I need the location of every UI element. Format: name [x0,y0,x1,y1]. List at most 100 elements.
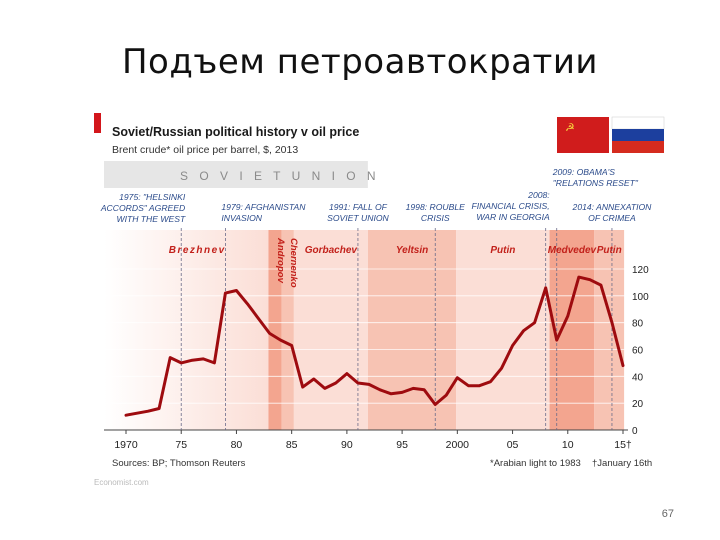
era-band [293,230,368,430]
y-tick-label: 20 [632,399,644,410]
event-label: 1998: ROUBLE [406,202,466,212]
event-label: 1979: AFGHANISTAN [221,202,306,212]
data-point [301,386,304,388]
event-label: 2008: [527,190,550,200]
event-label: "RELATIONS RESET" [553,178,639,188]
data-point [600,284,602,286]
data-point [268,332,271,335]
data-point [555,339,558,341]
data-point [125,414,127,417]
data-point [312,378,315,380]
data-point [335,382,337,384]
leader-label: Chernenko [288,238,299,288]
x-tick-label: 15† [614,439,632,451]
data-point [379,388,381,391]
y-tick-label: 120 [632,265,649,276]
era-band [594,230,625,430]
x-tick-label: 1970 [114,439,138,451]
soviet-union-label: S O V I E T U N I O N [180,169,380,183]
data-point [533,321,536,324]
event-label: OF CRIMEA [588,213,636,223]
x-tick-label: 05 [507,439,519,451]
event-label: ACCORDS" AGREED [100,203,185,213]
data-point [357,382,359,384]
y-tick-label: 80 [632,319,644,330]
x-tick-label: 2000 [446,439,470,451]
y-tick-label: 100 [632,292,649,303]
data-point [401,391,403,394]
event-label: WITH THE WEST [116,214,185,224]
leader-label: Gorbachev [305,245,359,256]
data-point [622,364,624,367]
x-tick-label: 10 [562,439,574,451]
y-tick-label: 40 [632,372,644,383]
leader-label: Brezhnev [169,245,226,256]
page-number: 67 [661,508,674,520]
chart-source: Sources: BP; Thomson Reuters [112,458,246,469]
data-point [500,367,503,370]
data-point [489,380,492,383]
x-tick-label: 80 [231,439,243,451]
era-band [281,230,294,430]
soviet-union-band [104,161,368,188]
data-point [224,292,227,294]
chart-date-note: †January 16th [592,458,652,469]
data-point [478,384,481,387]
x-tick-label: 75 [175,439,187,451]
chart-series [124,275,625,417]
data-point [511,344,514,347]
leader-label: Andropov [275,237,286,284]
x-tick-label: 85 [286,439,298,451]
data-point [324,387,326,390]
data-point [169,356,171,359]
data-point [279,339,282,341]
event-label: INVASION [221,213,262,223]
event-label: FINANCIAL CRISIS, [472,201,550,211]
data-point [423,388,426,391]
slide-title: Подъем петроавтократии [121,42,599,82]
data-point [202,358,205,360]
chart-gridlines [104,228,628,434]
soviet-flag-icon: ☭ [557,117,609,153]
era-band [549,230,595,430]
data-point [445,394,448,396]
event-label: 2009: OBAMA'S [552,167,616,177]
data-point [544,286,547,289]
era-band [268,230,282,430]
data-point [158,407,160,410]
leader-label: Medvedev [548,245,598,256]
data-point [456,376,459,379]
data-point [246,303,249,305]
data-point [147,410,149,413]
event-label: CRISIS [421,213,450,223]
leader-label: Putin [597,245,622,256]
data-point [578,276,580,278]
data-point [213,362,216,364]
data-point [368,383,370,386]
chart-title: Soviet/Russian political history v oil p… [112,125,359,139]
data-point [191,359,194,362]
data-point [522,329,525,332]
svg-text:☭: ☭ [565,122,575,134]
event-label: 1975: "HELSINKI [119,192,186,202]
chart-subtitle: Brent crude* oil price per barrel, $, 20… [112,144,298,156]
data-point [390,392,392,395]
russian-flag-icon [611,116,665,153]
data-point [566,315,569,317]
x-tick-label: 90 [341,439,353,451]
data-point [346,372,348,375]
y-tick-label: 60 [632,346,644,357]
leader-label: Putin [490,245,515,256]
event-label: 2014: ANNEXATION [572,202,653,212]
data-point [290,344,293,347]
title-accent-bar [94,113,101,133]
event-label: WAR IN GEORGIA [476,212,550,222]
era-band [456,230,550,430]
data-point [611,321,613,324]
data-point [467,384,470,387]
era-band [104,230,269,430]
data-point [180,362,183,364]
x-tick-label: 95 [396,439,408,451]
data-point [412,387,414,390]
